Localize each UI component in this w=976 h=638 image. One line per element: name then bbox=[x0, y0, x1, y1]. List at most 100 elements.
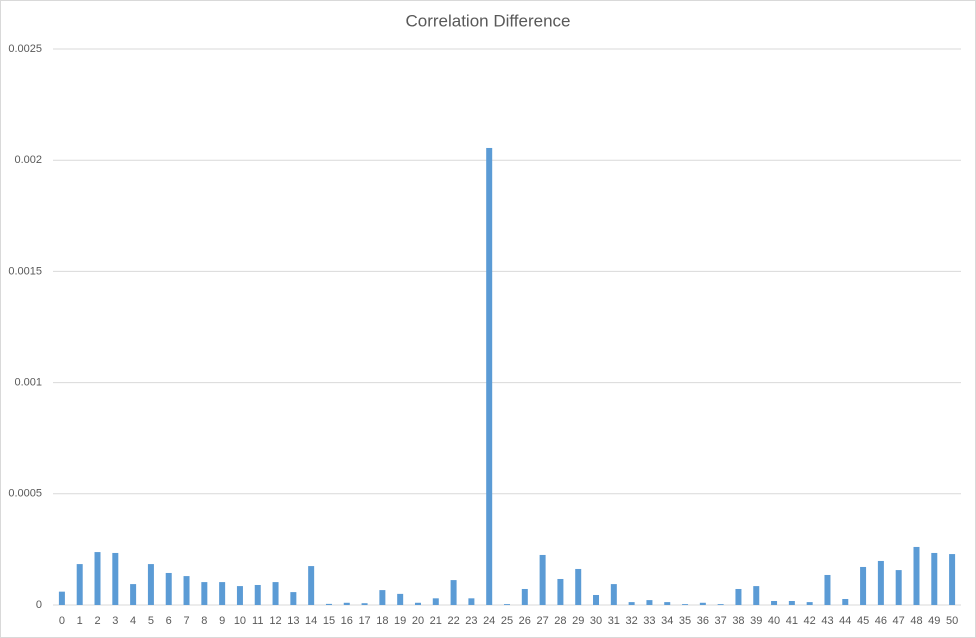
bar bbox=[165, 572, 172, 605]
bar bbox=[219, 582, 226, 605]
x-tick-label: 34 bbox=[661, 615, 673, 627]
x-tick-label: 44 bbox=[839, 615, 851, 627]
y-tick-label: 0 bbox=[36, 599, 42, 611]
bar bbox=[76, 564, 83, 605]
x-tick-label: 38 bbox=[732, 615, 744, 627]
bar bbox=[432, 598, 439, 605]
y-tick-label: 0.0015 bbox=[8, 265, 42, 277]
bar bbox=[610, 584, 617, 605]
bar bbox=[308, 566, 315, 605]
bar bbox=[593, 594, 600, 605]
bar bbox=[379, 590, 386, 605]
x-tick-label: 13 bbox=[287, 615, 299, 627]
x-tick-label: 30 bbox=[590, 615, 602, 627]
x-tick-label: 14 bbox=[305, 615, 317, 627]
x-tick-label: 12 bbox=[269, 615, 281, 627]
bar bbox=[575, 568, 582, 605]
x-tick-label: 36 bbox=[697, 615, 709, 627]
x-tick-label: 11 bbox=[252, 615, 263, 627]
bar bbox=[397, 593, 404, 605]
bar bbox=[130, 584, 137, 605]
x-tick-label: 45 bbox=[857, 615, 869, 627]
x-tick-label: 16 bbox=[341, 615, 353, 627]
bar bbox=[806, 602, 813, 605]
x-tick-label: 49 bbox=[928, 615, 940, 627]
x-tick-label: 35 bbox=[679, 615, 691, 627]
bar bbox=[521, 588, 528, 605]
bar bbox=[753, 586, 760, 605]
bar bbox=[628, 602, 635, 605]
bar bbox=[486, 147, 493, 605]
x-tick-label: 9 bbox=[219, 615, 225, 627]
bar bbox=[717, 604, 724, 605]
y-tick-label: 0.002 bbox=[14, 154, 42, 166]
bar bbox=[94, 552, 101, 605]
x-tick-label: 8 bbox=[201, 615, 207, 627]
x-tick-label: 40 bbox=[768, 615, 780, 627]
bar bbox=[504, 604, 510, 605]
x-tick-label: 0 bbox=[59, 615, 65, 627]
x-tick-label: 7 bbox=[183, 615, 189, 627]
bar bbox=[931, 552, 938, 605]
x-tick-label: 48 bbox=[910, 615, 922, 627]
x-tick-label: 41 bbox=[786, 615, 798, 627]
bar bbox=[913, 546, 920, 605]
bar bbox=[771, 600, 778, 605]
bar bbox=[895, 570, 902, 605]
bar bbox=[361, 603, 368, 605]
bar bbox=[236, 586, 243, 605]
x-tick-label: 37 bbox=[715, 615, 727, 627]
x-tick-label: 1 bbox=[77, 615, 83, 627]
bar bbox=[290, 592, 297, 605]
x-tick-label: 6 bbox=[166, 615, 172, 627]
bar bbox=[557, 578, 564, 605]
x-tick-label: 19 bbox=[394, 615, 406, 627]
x-tick-label: 5 bbox=[148, 615, 154, 627]
x-tick-label: 47 bbox=[893, 615, 905, 627]
x-tick-label: 10 bbox=[234, 615, 246, 627]
bar bbox=[468, 598, 475, 605]
x-tick-label: 21 bbox=[430, 615, 442, 627]
x-tick-label: 29 bbox=[572, 615, 584, 627]
x-tick-label: 26 bbox=[519, 615, 531, 627]
bar bbox=[183, 576, 190, 605]
bar bbox=[112, 552, 119, 605]
x-tick-label: 17 bbox=[358, 615, 370, 627]
x-tick-label: 25 bbox=[501, 615, 513, 627]
y-tick-label: 0.0025 bbox=[8, 43, 42, 55]
bar bbox=[735, 588, 742, 605]
bar bbox=[646, 600, 653, 605]
x-tick-label: 15 bbox=[323, 615, 335, 627]
bar bbox=[414, 602, 421, 605]
bar bbox=[824, 574, 831, 605]
bar bbox=[860, 566, 867, 605]
bar bbox=[343, 602, 350, 605]
x-tick-label: 20 bbox=[412, 615, 424, 627]
y-tick-label: 0.0005 bbox=[8, 488, 42, 500]
bar bbox=[842, 598, 849, 605]
x-tick-label: 3 bbox=[112, 615, 118, 627]
x-tick-label: 32 bbox=[626, 615, 638, 627]
bar bbox=[450, 580, 457, 605]
x-tick-label: 42 bbox=[804, 615, 816, 627]
x-tick-label: 23 bbox=[465, 615, 477, 627]
bar bbox=[254, 584, 261, 605]
x-tick-label: 46 bbox=[875, 615, 887, 627]
chart-title: Correlation Difference bbox=[405, 11, 570, 30]
x-tick-label: 31 bbox=[608, 615, 620, 627]
x-tick-label: 33 bbox=[643, 615, 655, 627]
bar bbox=[201, 582, 208, 605]
x-tick-label: 27 bbox=[536, 615, 548, 627]
y-tick-label: 0.001 bbox=[14, 377, 42, 389]
bar bbox=[699, 602, 706, 605]
bar bbox=[58, 591, 65, 605]
x-tick-label: 28 bbox=[554, 615, 566, 627]
bar bbox=[147, 564, 154, 605]
x-tick-label: 39 bbox=[750, 615, 762, 627]
bar bbox=[539, 554, 546, 605]
x-tick-label: 2 bbox=[94, 615, 100, 627]
x-tick-label: 22 bbox=[447, 615, 459, 627]
bar bbox=[682, 604, 689, 605]
bar bbox=[664, 602, 671, 605]
